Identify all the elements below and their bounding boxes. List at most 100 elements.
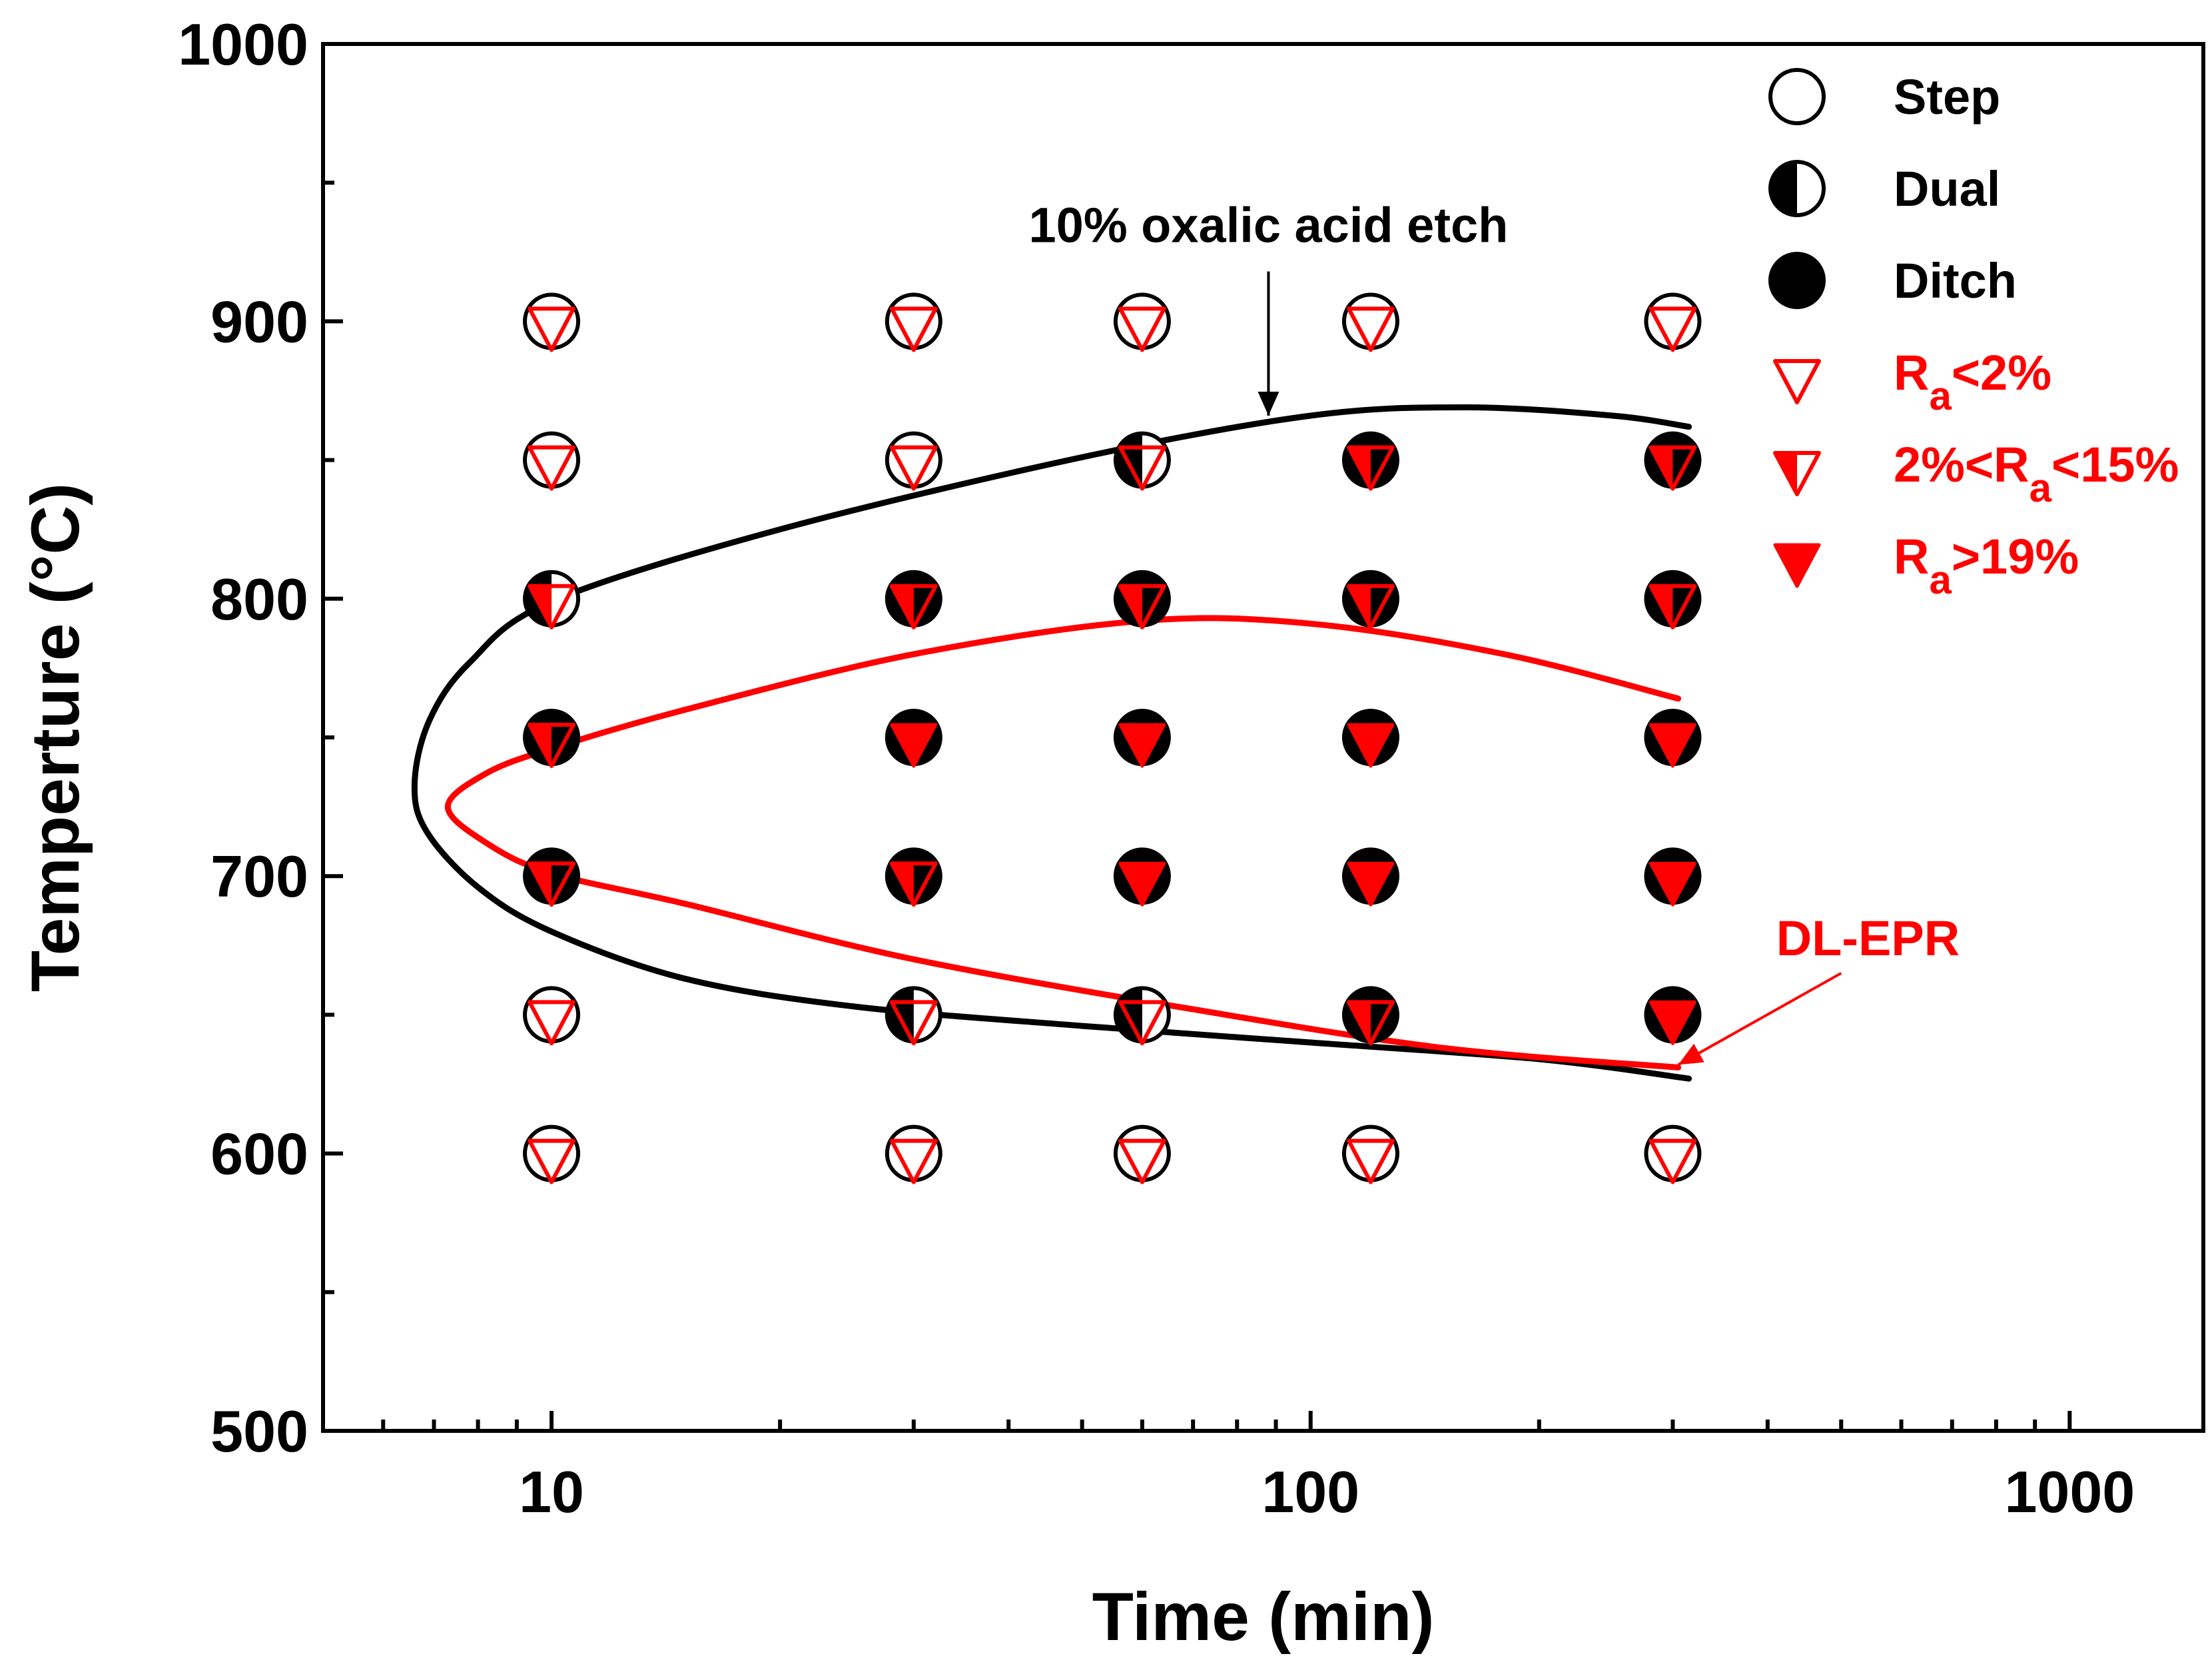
ra-mid-marker-fill xyxy=(530,725,552,766)
y-tick-label: 1000 xyxy=(178,11,308,77)
ra-low-marker xyxy=(528,306,576,352)
legend-label-suffix: <15% xyxy=(2051,437,2179,492)
ra-mid-marker-fill xyxy=(1651,447,1673,489)
ra-low-marker xyxy=(889,445,938,491)
data-point xyxy=(1341,570,1399,629)
x-tick-label: 100 xyxy=(1262,1459,1359,1525)
data-points xyxy=(523,292,1702,1184)
legend-label-main: Dual xyxy=(1894,161,2000,216)
y-axis-title: Temperture (°C) xyxy=(17,483,93,992)
ditch-marker xyxy=(1768,252,1826,309)
legend-entry: Dual xyxy=(1768,160,2000,217)
data-point xyxy=(1113,709,1171,768)
legend-label: Ra<2% xyxy=(1894,345,2051,418)
y-tick-label: 900 xyxy=(210,288,308,354)
y-tick-label: 700 xyxy=(210,843,308,909)
legend-label-main: R xyxy=(1894,529,1929,584)
data-point xyxy=(1113,1124,1171,1184)
step-marker xyxy=(1113,1124,1171,1182)
legend-label: Dual xyxy=(1894,161,2000,216)
data-point xyxy=(1113,986,1171,1046)
step-marker xyxy=(1644,1124,1702,1182)
data-point xyxy=(885,709,942,768)
step-marker xyxy=(1644,292,1702,350)
ra-low-marker xyxy=(1118,306,1166,352)
data-point xyxy=(1644,709,1702,768)
y-tick-label: 600 xyxy=(210,1121,308,1187)
ra-low-marker xyxy=(528,445,576,491)
ra-low-marker xyxy=(528,1138,576,1184)
ra-low-marker xyxy=(1649,1138,1697,1184)
ra-high-marker xyxy=(1649,723,1696,768)
legend-label-main: 2%<R xyxy=(1894,437,2029,492)
ra-low-marker xyxy=(889,306,938,352)
ra-low-marker xyxy=(1773,359,1821,404)
ra-low-marker xyxy=(1649,306,1697,352)
ra-mid-marker-fill xyxy=(1651,586,1673,627)
ra-low-marker xyxy=(528,1000,576,1046)
data-point xyxy=(523,570,581,629)
dual-marker-fill xyxy=(1770,162,1797,215)
legend-entry: Step xyxy=(1768,68,2000,125)
data-point xyxy=(1644,292,1702,352)
legend-label-suffix: >19% xyxy=(1952,529,2079,584)
data-point xyxy=(1113,847,1171,907)
data-point xyxy=(885,1124,942,1184)
data-point xyxy=(1644,986,1702,1045)
legend-label: 2%<Ra<15% xyxy=(1894,437,2179,510)
dl-epr-annotation-label: DL-EPR xyxy=(1776,911,1960,966)
ra-mid-marker-fill xyxy=(530,586,552,627)
data-point xyxy=(885,986,942,1046)
dl-epr-boundary-curve xyxy=(444,615,1682,1070)
step-marker xyxy=(885,1124,942,1182)
ra-low-marker xyxy=(1118,445,1166,491)
data-point xyxy=(1341,431,1399,491)
data-point xyxy=(885,431,942,491)
legend-entry: Ditch xyxy=(1768,252,2017,309)
data-point xyxy=(1644,847,1702,907)
data-point xyxy=(1341,847,1399,907)
y-tick-label: 500 xyxy=(210,1398,308,1464)
ra-mid-marker-fill xyxy=(891,586,914,627)
data-point xyxy=(1341,986,1399,1046)
legend-label: Step xyxy=(1894,69,2000,125)
data-point xyxy=(1341,709,1399,768)
data-point xyxy=(885,847,942,907)
y-tick-label: 800 xyxy=(210,566,308,632)
data-point xyxy=(523,847,581,907)
x-axis-title: Time (min) xyxy=(1092,1579,1435,1655)
data-point xyxy=(1644,1124,1702,1184)
ra-low-marker xyxy=(1346,1138,1395,1184)
legend-entry: Ra>19% xyxy=(1773,529,2079,602)
axes: 500 600 700 800 900 1000 10 100 1000 Time (min) Te… xyxy=(17,11,2205,1655)
data-point xyxy=(885,570,942,629)
legend-label: Ra>19% xyxy=(1894,529,2079,602)
legend-label: Ditch xyxy=(1894,253,2017,308)
x-tick-label: 10 xyxy=(519,1459,584,1525)
data-point xyxy=(523,1124,581,1184)
ra-mid-marker-fill xyxy=(1348,447,1371,489)
curves-layer xyxy=(411,404,1692,1082)
ra-high-marker xyxy=(1773,543,1821,588)
legend-entry: 2%<Ra<15% xyxy=(1773,437,2179,510)
data-point xyxy=(1341,1124,1399,1184)
step-marker xyxy=(1113,292,1171,350)
annotations: 10% oxalic acid etch DL-EPR xyxy=(1029,198,1960,1066)
data-point xyxy=(1644,570,1702,629)
x-tick-label: 1000 xyxy=(2004,1459,2135,1525)
legend-entry: Ra<2% xyxy=(1773,345,2051,418)
ra-high-marker xyxy=(1347,861,1395,907)
legend-label-subscript: a xyxy=(2029,466,2052,510)
legend-label-main: Ditch xyxy=(1894,253,2017,308)
ra-low-marker xyxy=(1118,1000,1166,1046)
ra-low-marker xyxy=(889,1000,938,1046)
legend-label-suffix: <2% xyxy=(1952,345,2051,400)
step-marker xyxy=(885,431,942,489)
data-point xyxy=(523,292,581,352)
ra-mid-marker-fill xyxy=(530,863,552,905)
ra-mid-marker-fill xyxy=(891,863,914,905)
data-point xyxy=(1644,431,1702,491)
